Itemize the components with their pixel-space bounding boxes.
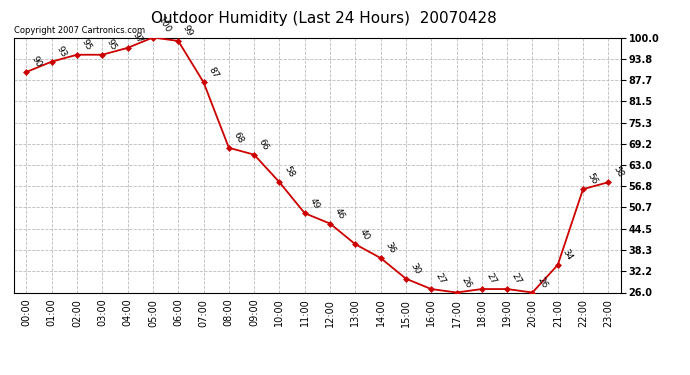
- Text: 87: 87: [206, 65, 220, 80]
- Text: 34: 34: [560, 248, 574, 262]
- Text: 58: 58: [611, 165, 624, 180]
- Text: 56: 56: [586, 172, 600, 186]
- Text: 90: 90: [29, 55, 43, 69]
- Text: 49: 49: [308, 196, 321, 210]
- Text: 58: 58: [282, 165, 296, 180]
- Text: 46: 46: [333, 207, 346, 221]
- Text: Copyright 2007 Cartronics.com: Copyright 2007 Cartronics.com: [14, 26, 145, 35]
- Text: Outdoor Humidity (Last 24 Hours)  20070428: Outdoor Humidity (Last 24 Hours) 2007042…: [151, 11, 497, 26]
- Text: 95: 95: [105, 38, 119, 52]
- Text: 27: 27: [510, 272, 524, 286]
- Text: 36: 36: [384, 241, 397, 255]
- Text: 66: 66: [257, 137, 270, 152]
- Text: 93: 93: [55, 44, 68, 59]
- Text: 30: 30: [408, 261, 422, 276]
- Text: 27: 27: [434, 272, 448, 286]
- Text: 26: 26: [460, 275, 473, 290]
- Text: 40: 40: [358, 227, 372, 242]
- Text: 99: 99: [181, 24, 195, 38]
- Text: 95: 95: [80, 38, 93, 52]
- Text: 68: 68: [232, 130, 245, 145]
- Text: 97: 97: [130, 31, 144, 45]
- Text: 100: 100: [156, 15, 172, 35]
- Text: 26: 26: [535, 275, 549, 290]
- Text: 27: 27: [484, 272, 498, 286]
